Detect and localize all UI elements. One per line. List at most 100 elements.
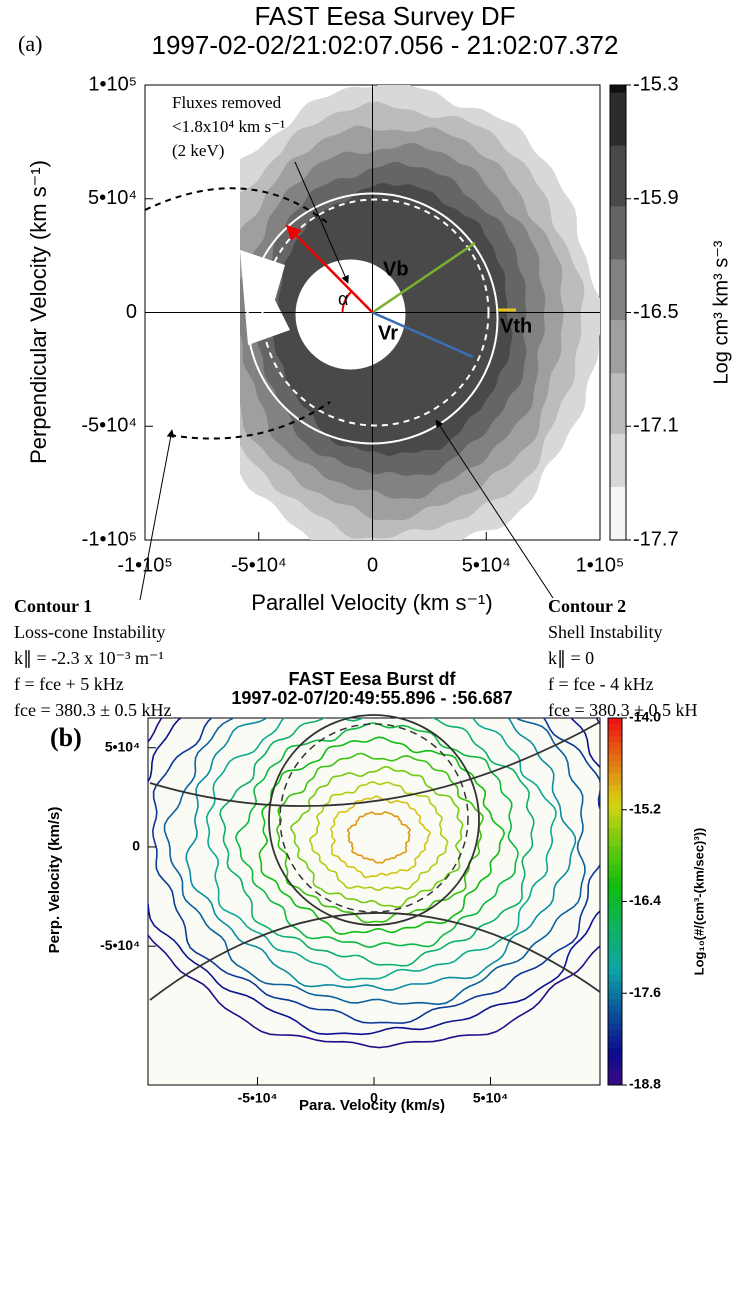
colorbar-band [610, 115, 626, 124]
colorbar-tick-label: -17.7 [633, 528, 679, 550]
colorbar-band [608, 1017, 622, 1025]
chart-subtitle: 1997-02-02/21:02:07.056 - 21:02:07.372 [152, 30, 619, 60]
colorbar-band [610, 471, 626, 480]
contours [148, 718, 600, 1049]
note-line: f = fce + 5 kHz [14, 674, 124, 694]
colorbar-band [608, 987, 622, 994]
colorbar-band [610, 403, 626, 412]
note-line: k∥ = -2.3 x 10⁻³ m⁻¹ [14, 648, 164, 668]
colorbar-band [608, 773, 622, 780]
x-tick-label: -5•10⁴ [238, 1090, 278, 1106]
colorbar-band [608, 718, 622, 725]
colorbar-tick-label: -15.2 [629, 800, 661, 816]
colorbar-band [610, 130, 626, 139]
contour-line [309, 781, 449, 891]
colorbar-band [608, 785, 622, 792]
colorbar-band [610, 502, 626, 511]
colorbar-band [610, 191, 626, 200]
colorbar-band [608, 889, 622, 896]
note-line: Loss-cone Instability [14, 622, 165, 642]
colorbar-band [610, 388, 626, 397]
colorbar-band [608, 858, 622, 866]
colorbar-band [610, 327, 626, 336]
colorbar-band [610, 100, 626, 109]
colorbar-band [610, 449, 626, 458]
colorbar-band [610, 92, 626, 101]
colorbar-band [608, 1011, 622, 1019]
circle-solid [246, 192, 499, 445]
note-line: Shell Instability [548, 622, 663, 642]
colorbar-tick-label: -15.3 [633, 73, 679, 95]
colorbar-band [610, 236, 626, 245]
y-tick-label: 1•10⁵ [88, 73, 137, 95]
colorbar-band [610, 145, 626, 154]
colorbar-band [610, 335, 626, 344]
colorbar-band [610, 304, 626, 313]
colorbar-band [608, 999, 622, 1006]
colorbar-band [610, 358, 626, 367]
annotation-arrow [139, 429, 175, 601]
contour-line [219, 718, 535, 967]
colorbar-tick-label: -18.8 [629, 1076, 661, 1092]
colorbar-band [610, 411, 626, 420]
contour-line [290, 765, 464, 909]
colorbar-band [610, 456, 626, 465]
colorbar-band [608, 962, 622, 970]
annotation: (2 keV) [172, 141, 224, 160]
loss-cone-arc [144, 187, 331, 440]
colorbar-band [608, 883, 622, 890]
y-axis-label: Perpendicular Velocity (km s⁻¹) [26, 160, 51, 464]
circle-dashed [261, 198, 490, 427]
colorbar-band [610, 282, 626, 291]
panel-label: (a) [18, 31, 42, 56]
chart-subtitle: 1997-02-07/20:49:55.896 - :56.687 [231, 688, 512, 708]
annotation: Vb [383, 258, 409, 280]
colorbar-band [610, 433, 626, 442]
colorbar-band [610, 221, 626, 230]
colorbar-band [608, 864, 622, 872]
note-line: k∥ = 0 [548, 648, 594, 668]
colorbar-band [608, 938, 622, 945]
colorbar-band [608, 852, 622, 860]
colorbar-band [608, 724, 622, 731]
colorbar-band [608, 1066, 622, 1074]
contour-line [346, 811, 411, 864]
colorbar-band [610, 122, 626, 131]
y-tick-label: -5•10⁴ [81, 415, 137, 437]
x-axis-label: Para. Velocity (km/s) [299, 1097, 445, 1114]
colorbar-band [608, 797, 622, 805]
colorbar-band [608, 840, 622, 847]
contour-line [185, 718, 577, 991]
colorbar-band [610, 426, 626, 435]
colorbar-tick-label: -14.0 [629, 709, 661, 725]
colorbar-band [610, 380, 626, 389]
colorbar-band [608, 821, 622, 829]
y-tick-label: 5•10⁴ [105, 738, 140, 754]
colorbar-band [608, 925, 622, 933]
colorbar-band [608, 742, 622, 750]
cone-lower [149, 912, 601, 1001]
colorbar-band [608, 791, 622, 799]
y-tick-label: 0 [132, 838, 140, 854]
colorbar-band [610, 213, 626, 222]
colorbar-band [610, 138, 626, 147]
colorbar-band [610, 267, 626, 276]
colorbar-band [608, 834, 622, 841]
annotation: α [338, 289, 348, 309]
colorbar-band [610, 320, 626, 329]
colorbar-band [608, 1048, 622, 1055]
colorbar-band [610, 312, 626, 321]
colorbar-band [608, 730, 622, 737]
colorbar-band [610, 441, 626, 450]
colorbar-band [610, 479, 626, 488]
vr-line [371, 311, 474, 359]
colorbar-band [608, 815, 622, 823]
colorbar-band [608, 1060, 622, 1068]
x-axis-label: Parallel Velocity (km s⁻¹) [251, 590, 492, 615]
colorbar-band [610, 183, 626, 192]
colorbar-band [608, 1054, 622, 1062]
colorbar-label: Log₁₀(#/(cm³-(km/sec)³)) [691, 828, 706, 976]
colorbar-band [610, 198, 626, 207]
colorbar-band [610, 244, 626, 253]
